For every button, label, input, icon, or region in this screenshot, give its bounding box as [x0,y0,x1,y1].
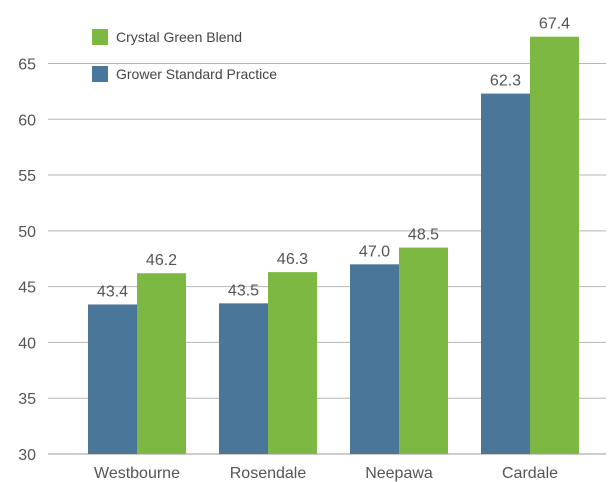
data-label: 46.2 [146,252,177,269]
y-axis-ticks: 30 35 40 45 50 55 60 65 [18,56,36,464]
bar-westbourne-grower-standard [88,304,137,454]
x-category-label: Rosendale [230,465,307,482]
bars [88,36,579,455]
data-labels: 43.4 46.2 43.5 46.3 47.0 48.5 62.3 67.4 [97,16,570,301]
data-label: 48.5 [408,227,439,244]
bar-neepawa-grower-standard [350,264,399,454]
bar-rosendale-grower-standard [219,303,268,454]
bar-cardale-grower-standard [481,93,530,454]
y-tick-label: 50 [18,224,36,241]
y-tick-label: 30 [18,447,36,464]
data-label: 43.4 [97,283,128,300]
x-category-label: Neepawa [365,465,433,482]
legend-label: Crystal Green Blend [116,29,242,45]
y-tick-label: 55 [18,168,36,185]
legend-swatch [92,66,108,82]
bar-neepawa-crystal-green [399,247,448,454]
data-label: 46.3 [277,251,308,268]
legend-label: Grower Standard Practice [116,66,277,82]
bar-cardale-crystal-green [530,36,579,455]
y-tick-label: 40 [18,335,36,352]
bar-rosendale-crystal-green [268,272,317,454]
x-axis-categories: Westbourne Rosendale Neepawa Cardale [94,465,558,482]
bar-westbourne-crystal-green [137,273,186,454]
y-tick-label: 65 [18,56,36,73]
x-category-label: Cardale [502,465,558,482]
legend-swatch [92,29,108,45]
y-tick-label: 45 [18,280,36,297]
data-label: 67.4 [539,16,570,33]
data-label: 47.0 [359,243,390,260]
y-tick-label: 60 [18,112,36,129]
data-label: 43.5 [228,282,259,299]
x-category-label: Westbourne [94,465,180,482]
y-tick-label: 35 [18,391,36,408]
legend: Crystal Green Blend Grower Standard Pract… [92,29,277,82]
data-label: 62.3 [490,73,521,90]
